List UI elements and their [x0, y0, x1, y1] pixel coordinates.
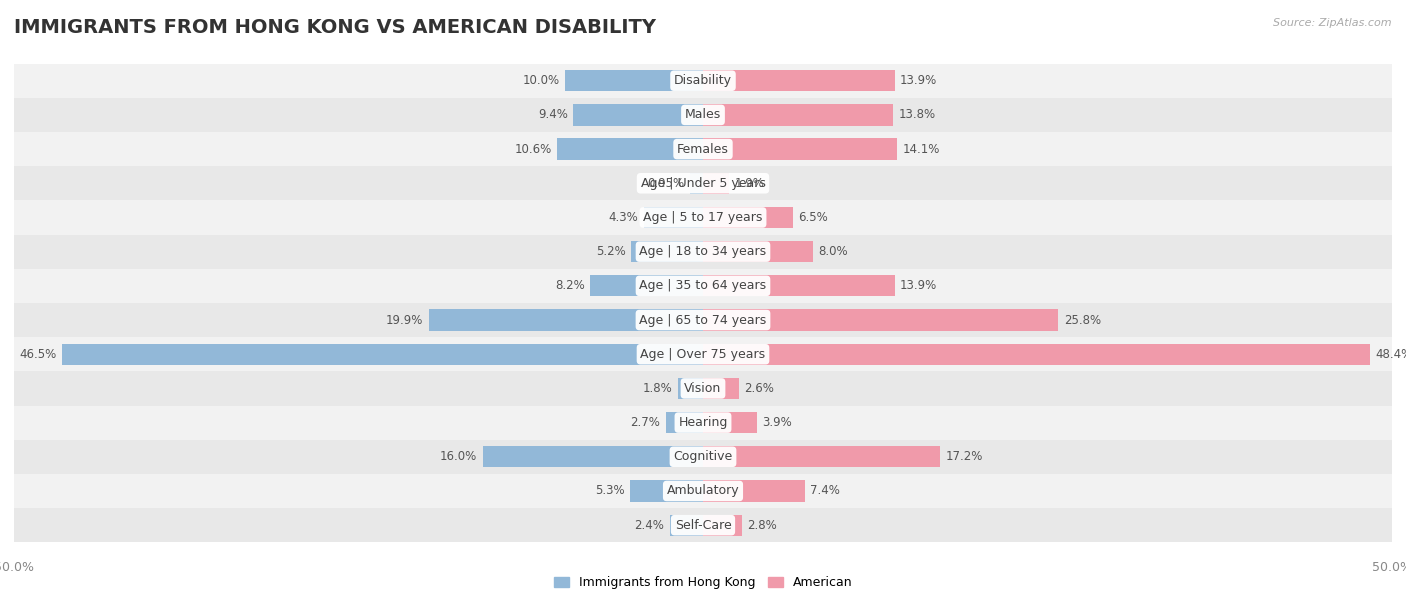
- Text: 25.8%: 25.8%: [1064, 313, 1101, 327]
- Text: Age | 18 to 34 years: Age | 18 to 34 years: [640, 245, 766, 258]
- Text: 10.0%: 10.0%: [523, 74, 560, 88]
- Text: 2.6%: 2.6%: [744, 382, 775, 395]
- Bar: [703, 207, 793, 228]
- Text: Age | Over 75 years: Age | Over 75 years: [641, 348, 765, 360]
- Bar: [429, 310, 703, 330]
- Bar: [14, 269, 1392, 303]
- Text: Age | Under 5 years: Age | Under 5 years: [641, 177, 765, 190]
- Text: Hearing: Hearing: [678, 416, 728, 429]
- Text: 4.3%: 4.3%: [609, 211, 638, 224]
- Text: 8.2%: 8.2%: [555, 279, 585, 293]
- Bar: [574, 104, 703, 125]
- Bar: [703, 310, 1059, 330]
- Bar: [703, 275, 894, 296]
- Text: 19.9%: 19.9%: [385, 313, 423, 327]
- Text: Ambulatory: Ambulatory: [666, 485, 740, 498]
- Text: 13.9%: 13.9%: [900, 74, 938, 88]
- Text: Source: ZipAtlas.com: Source: ZipAtlas.com: [1274, 18, 1392, 28]
- Bar: [690, 173, 703, 194]
- Text: 16.0%: 16.0%: [440, 450, 477, 463]
- Bar: [630, 480, 703, 502]
- Text: Males: Males: [685, 108, 721, 121]
- Text: 1.9%: 1.9%: [735, 177, 765, 190]
- Bar: [631, 241, 703, 263]
- Text: Females: Females: [678, 143, 728, 155]
- Bar: [703, 412, 756, 433]
- Bar: [703, 378, 738, 399]
- Text: Self-Care: Self-Care: [675, 518, 731, 532]
- Bar: [703, 446, 941, 468]
- Text: 5.2%: 5.2%: [596, 245, 626, 258]
- Bar: [14, 474, 1392, 508]
- Bar: [703, 241, 813, 263]
- Bar: [591, 275, 703, 296]
- Text: Disability: Disability: [673, 74, 733, 88]
- Text: Cognitive: Cognitive: [673, 450, 733, 463]
- Text: 2.4%: 2.4%: [634, 518, 665, 532]
- Text: 6.5%: 6.5%: [799, 211, 828, 224]
- Bar: [14, 64, 1392, 98]
- Bar: [703, 480, 806, 502]
- Bar: [14, 406, 1392, 439]
- Text: 0.95%: 0.95%: [647, 177, 685, 190]
- Bar: [703, 70, 894, 91]
- Bar: [482, 446, 703, 468]
- Bar: [703, 343, 1369, 365]
- Text: 48.4%: 48.4%: [1375, 348, 1406, 360]
- Bar: [14, 132, 1392, 166]
- Text: 13.9%: 13.9%: [900, 279, 938, 293]
- Text: Age | 35 to 64 years: Age | 35 to 64 years: [640, 279, 766, 293]
- Text: 1.8%: 1.8%: [643, 382, 672, 395]
- Bar: [14, 234, 1392, 269]
- Text: 8.0%: 8.0%: [818, 245, 848, 258]
- Bar: [557, 138, 703, 160]
- Bar: [14, 371, 1392, 406]
- Bar: [14, 337, 1392, 371]
- Text: IMMIGRANTS FROM HONG KONG VS AMERICAN DISABILITY: IMMIGRANTS FROM HONG KONG VS AMERICAN DI…: [14, 18, 657, 37]
- Text: Vision: Vision: [685, 382, 721, 395]
- Text: 46.5%: 46.5%: [20, 348, 56, 360]
- Bar: [14, 200, 1392, 234]
- Text: 10.6%: 10.6%: [515, 143, 551, 155]
- Bar: [14, 98, 1392, 132]
- Bar: [703, 104, 893, 125]
- Text: 14.1%: 14.1%: [903, 143, 941, 155]
- Bar: [14, 508, 1392, 542]
- Bar: [703, 138, 897, 160]
- Bar: [678, 378, 703, 399]
- Text: 9.4%: 9.4%: [538, 108, 568, 121]
- Text: 17.2%: 17.2%: [945, 450, 983, 463]
- Bar: [14, 303, 1392, 337]
- Bar: [62, 343, 703, 365]
- Text: Age | 5 to 17 years: Age | 5 to 17 years: [644, 211, 762, 224]
- Legend: Immigrants from Hong Kong, American: Immigrants from Hong Kong, American: [548, 571, 858, 594]
- Bar: [14, 166, 1392, 200]
- Bar: [703, 515, 741, 536]
- Bar: [669, 515, 703, 536]
- Text: 2.7%: 2.7%: [630, 416, 661, 429]
- Bar: [644, 207, 703, 228]
- Bar: [14, 439, 1392, 474]
- Text: 7.4%: 7.4%: [810, 485, 841, 498]
- Bar: [565, 70, 703, 91]
- Bar: [666, 412, 703, 433]
- Text: 2.8%: 2.8%: [747, 518, 778, 532]
- Bar: [703, 173, 730, 194]
- Text: Age | 65 to 74 years: Age | 65 to 74 years: [640, 313, 766, 327]
- Text: 13.8%: 13.8%: [898, 108, 936, 121]
- Text: 3.9%: 3.9%: [762, 416, 792, 429]
- Text: 5.3%: 5.3%: [595, 485, 624, 498]
